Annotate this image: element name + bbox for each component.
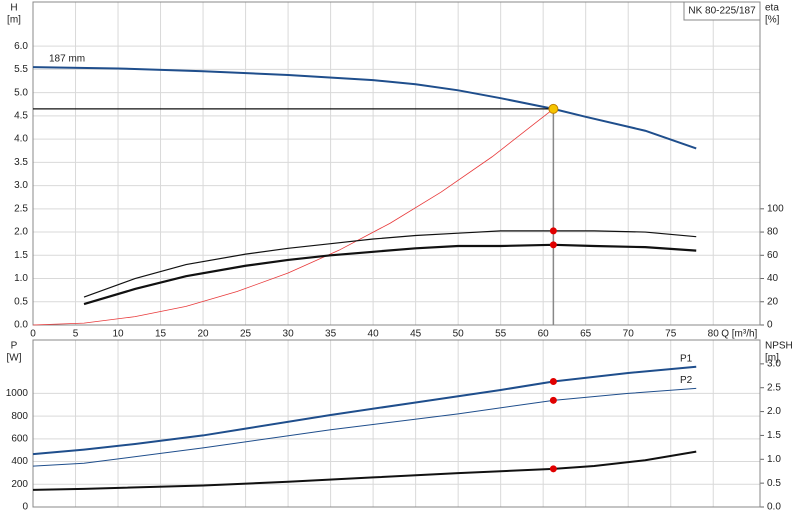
- x-tick-label: 80: [708, 329, 720, 340]
- y-tick-label: 2.5: [14, 203, 28, 214]
- duty-point: [548, 103, 559, 114]
- y2-axis-label: NPSH: [765, 341, 793, 352]
- y-axis-unit: [m]: [7, 15, 21, 26]
- series-line: [32, 108, 554, 326]
- y-tick-label: 200: [11, 479, 28, 490]
- y2-tick-label: 0.0: [767, 502, 781, 513]
- y-tick-label: 5.0: [14, 87, 28, 98]
- x-tick-label: 5: [73, 329, 79, 340]
- y-tick-label: 4.5: [14, 111, 28, 122]
- y2-tick-label: 20: [767, 296, 779, 307]
- y-tick-label: 1.0: [14, 273, 28, 284]
- series-label: P1: [680, 353, 693, 364]
- y-tick-label: 3.5: [14, 157, 28, 168]
- y-tick-label: 2.0: [14, 227, 28, 238]
- plot-frame: [32, 339, 761, 508]
- y-tick-label: 5.5: [14, 64, 28, 75]
- operating-point: [549, 377, 557, 385]
- series-line: [32, 365, 697, 456]
- y2-tick-label: 80: [767, 227, 779, 238]
- y-tick-label: 800: [11, 411, 28, 422]
- x-tick-label: 70: [623, 329, 635, 340]
- x-tick-label: 75: [665, 329, 677, 340]
- y-tick-label: 400: [11, 456, 28, 467]
- x-tick-label: 35: [325, 329, 337, 340]
- series-line: [32, 450, 697, 491]
- y-axis-label: P: [11, 341, 18, 352]
- x-tick-label: 10: [112, 329, 124, 340]
- series-line: [32, 66, 697, 150]
- operating-point: [549, 396, 557, 404]
- x-tick-label: 40: [368, 329, 380, 340]
- y-axis-unit: [W]: [7, 353, 22, 364]
- y-axis-label: H: [10, 3, 17, 14]
- x-tick-label: 60: [538, 329, 550, 340]
- x-axis-label: Q [m³/h]: [721, 329, 757, 340]
- y-tick-label: 3.0: [14, 180, 28, 191]
- series-label: 187 mm: [49, 54, 85, 65]
- operating-point: [549, 227, 557, 235]
- x-tick-label: 20: [197, 329, 209, 340]
- y2-tick-label: 60: [767, 250, 779, 261]
- y2-tick-label: 100: [767, 203, 784, 214]
- y-tick-label: 1.5: [14, 250, 28, 261]
- y2-tick-label: 40: [767, 273, 779, 284]
- x-tick-label: 65: [580, 329, 592, 340]
- x-tick-label: 50: [453, 329, 465, 340]
- series-line: [32, 387, 697, 467]
- y2-axis-label: eta: [765, 3, 779, 14]
- operating-point: [549, 465, 557, 473]
- y-tick-label: 0.5: [14, 296, 28, 307]
- series-line: [83, 230, 697, 298]
- legend-title: NK 80-225/187: [688, 6, 756, 17]
- y-tick-label: 1000: [6, 388, 29, 399]
- x-tick-label: 15: [155, 329, 167, 340]
- y2-tick-label: 2.5: [767, 382, 781, 393]
- y2-tick-label: 1.5: [767, 430, 781, 441]
- series-label: P2: [680, 375, 693, 386]
- y-tick-label: 6.0: [14, 41, 28, 52]
- y2-axis-unit: [m]: [765, 353, 779, 364]
- y2-tick-label: 0: [767, 320, 773, 331]
- operating-point: [549, 241, 557, 249]
- x-tick-label: 25: [240, 329, 252, 340]
- legend-box: [683, 1, 761, 21]
- y-tick-label: 4.0: [14, 134, 28, 145]
- y2-axis-unit: [%]: [765, 15, 780, 26]
- y2-tick-label: 2.0: [767, 406, 781, 417]
- y2-tick-label: 1.0: [767, 454, 781, 465]
- plot-frame: [32, 1, 761, 326]
- x-tick-label: 55: [495, 329, 507, 340]
- y-tick-label: 600: [11, 433, 28, 444]
- x-tick-label: 45: [410, 329, 422, 340]
- x-tick-label: 0: [30, 329, 36, 340]
- x-tick-label: 30: [283, 329, 295, 340]
- y-tick-label: 0: [22, 502, 28, 513]
- y-tick-label: 0.0: [14, 320, 28, 331]
- series-line: [83, 243, 697, 306]
- y2-tick-label: 0.5: [767, 478, 781, 489]
- y2-tick-label: 3.0: [767, 358, 781, 369]
